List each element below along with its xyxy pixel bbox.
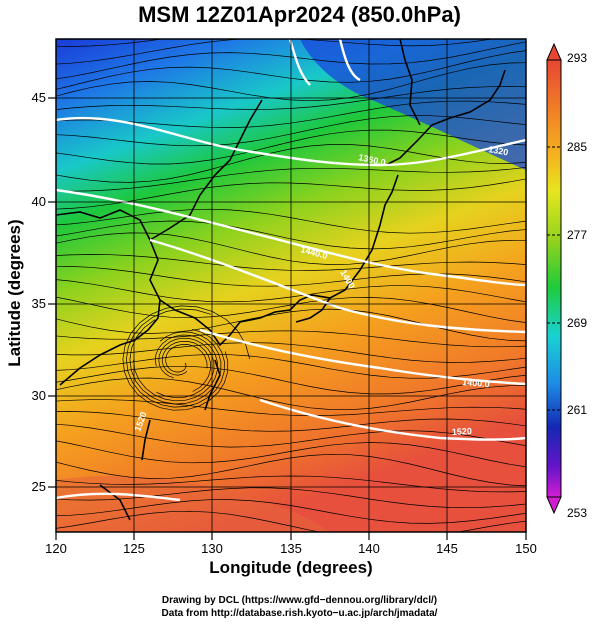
y-tick-label: 35 [32, 296, 46, 311]
colorbar-tick-label: 253 [567, 506, 587, 520]
x-tick-label: 120 [45, 541, 67, 556]
colorbar-tick-label: 261 [567, 403, 587, 417]
credit-drawing: Drawing by DCL (https://www.gfd−dennou.o… [161, 595, 438, 606]
contour-label: 1400.0 [462, 377, 490, 389]
vortex-streamline [156, 337, 215, 399]
cold-region [300, 39, 526, 170]
warm-region [56, 476, 330, 532]
x-tick-labels: 120 125 130 135 140 145 150 [45, 541, 537, 556]
y-tick-label: 30 [32, 388, 46, 403]
vortex-streamline [126, 308, 225, 408]
credits: Drawing by DCL (https://www.gfd−dennou.o… [0, 594, 599, 620]
x-axis-label: Longitude (degrees) [209, 558, 373, 577]
colorbar: 293 285 277 269 261 253 [546, 42, 587, 520]
colorbar-max-arrow [546, 42, 562, 61]
x-tick-label: 140 [358, 541, 380, 556]
y-tick-labels: 45 40 35 30 25 [32, 90, 46, 494]
x-tick-label: 130 [201, 541, 223, 556]
vortex-streamline [129, 319, 222, 405]
axis-ticks [48, 97, 527, 540]
colorbar-bar [546, 59, 562, 498]
contour-label: 1520 [452, 426, 473, 437]
vortex-streamline [161, 340, 211, 392]
y-tick-label: 40 [32, 194, 46, 209]
y-axis-label: Latitude (degrees) [5, 219, 24, 367]
colorbar-tick-label: 277 [567, 228, 587, 242]
x-tick-label: 145 [436, 541, 458, 556]
x-tick-label: 150 [515, 541, 537, 556]
colorbar-tick-label: 293 [567, 51, 587, 65]
streamline [56, 510, 526, 532]
x-tick-label: 135 [280, 541, 302, 556]
y-tick-label: 25 [32, 479, 46, 494]
colorbar-tick-label: 269 [567, 316, 587, 330]
credit-data: Data from http://database.rish.kyoto−u.a… [161, 608, 438, 619]
y-tick-label: 45 [32, 90, 46, 105]
vortex-streamline [122, 305, 250, 411]
streamline [56, 39, 164, 47]
contour-label: 1320 [488, 144, 509, 157]
lat-lon-grid [56, 39, 526, 532]
geopotential-contours [56, 39, 526, 502]
colorbar-min-arrow [546, 496, 562, 515]
x-tick-label: 125 [123, 541, 145, 556]
colorbar-tick-label: 285 [567, 140, 587, 154]
vortex-streamline [165, 344, 208, 373]
page-title: MSM 12Z01Apr2024 (850.0hPa) [138, 2, 461, 27]
